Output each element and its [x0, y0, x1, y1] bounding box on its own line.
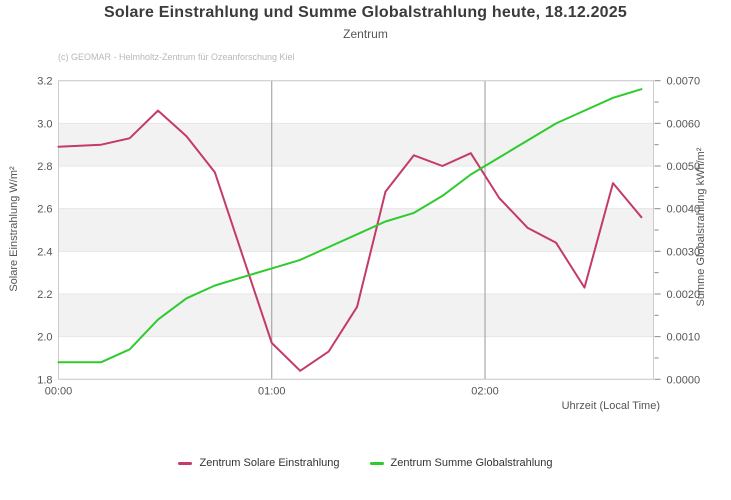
y-right-tick-label: 0.0050: [667, 161, 701, 173]
legend-label: Zentrum Solare Einstrahlung: [199, 457, 340, 469]
plot-band: [58, 208, 654, 252]
y-right-tick-label: 0.0010: [667, 332, 701, 344]
legend-marker-icon: [178, 461, 193, 465]
y-left-tick-label: 3.0: [37, 118, 52, 130]
y-left-tick-label: 2.2: [37, 289, 52, 301]
chart-subtitle: Zentrum: [343, 27, 388, 41]
plot-band: [58, 123, 654, 167]
plot-band: [58, 293, 654, 337]
legend: Zentrum Solare Einstrahlung Zentrum Summe…: [0, 457, 731, 469]
y-right-tick-label: 0.0060: [667, 118, 701, 130]
credit-text: (c) GEOMAR - Helmholtz-Zentrum für Ozean…: [58, 52, 295, 62]
y-left-tick-label: 2.6: [37, 204, 52, 216]
y-left-tick-label: 3.2: [37, 76, 52, 88]
plot-area: 1.8 2.0 2.2 2.4 2.6 2.8 3.0 3.2 0.0000 0.0010 0.00…: [37, 76, 701, 398]
legend-label: Zentrum Summe Globalstrahlung: [390, 457, 553, 469]
y-right-tick-label: 0.0070: [667, 76, 701, 88]
series-line-0: [57, 109, 643, 372]
y-left-tick-label: 1.8: [37, 374, 52, 386]
series-line-1: [57, 88, 643, 364]
x-tick-label: 00:00: [45, 385, 73, 397]
plot-border: [58, 80, 654, 380]
y-left-tick-label: 2.4: [37, 246, 52, 258]
chart-title: Solare Einstrahlung und Summe Globalstra…: [104, 4, 627, 21]
legend-item-1[interactable]: Zentrum Summe Globalstrahlung: [369, 457, 553, 469]
y-right-tick-label: 0.0040: [667, 204, 701, 216]
y-left-tick-label: 2.0: [37, 332, 52, 344]
y-right-tick-label: 0.0020: [667, 289, 701, 301]
legend-item-0[interactable]: Zentrum Solare Einstrahlung: [178, 457, 340, 469]
y-left-tick-label: 2.8: [37, 161, 52, 173]
y-right-tick-label: 0.0030: [667, 246, 701, 258]
x-tick-label: 01:00: [258, 385, 286, 397]
x-tick-label: 02:00: [471, 385, 499, 397]
x-axis-title: Uhrzeit (Local Time): [561, 400, 660, 412]
legend-marker-icon: [369, 461, 384, 465]
y-right-tick-label: 0.0000: [667, 374, 701, 386]
